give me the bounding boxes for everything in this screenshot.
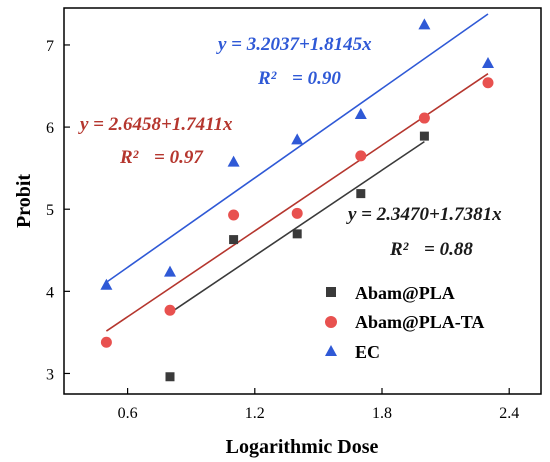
fit-line-abam-pla — [169, 140, 425, 314]
point-abam-pla-ta — [291, 207, 303, 219]
y-tick-label: 4 — [46, 284, 54, 301]
x-tick-label: 1.8 — [372, 405, 392, 422]
legend-label-ec: EC — [355, 342, 380, 362]
point-ec — [100, 278, 113, 290]
point-ec — [418, 18, 431, 30]
point-abam-pla — [229, 235, 239, 245]
point-abam-pla-ta — [355, 150, 367, 162]
point-abam-pla-ta — [418, 112, 430, 124]
point-ec — [482, 57, 494, 69]
y-axis-title: Probit — [13, 174, 35, 228]
data-points — [100, 18, 494, 382]
legend-label-abam-pla: Abam@PLA — [355, 283, 455, 303]
point-abam-pla — [356, 189, 366, 199]
pla-equation: y = 2.3470+1.7381x — [346, 204, 502, 225]
x-tick-label: 1.2 — [245, 405, 265, 422]
ec-r2: R² = 0.90 — [257, 68, 341, 89]
ec-r2-value: = 0.90 — [292, 68, 341, 89]
legend-marker-abam-pla-ta — [325, 316, 337, 328]
point-ec — [291, 133, 304, 145]
y-tick-label: 7 — [46, 38, 54, 55]
pla-ta-equation: y = 2.6458+1.7411x — [78, 114, 233, 135]
pla-ta-r2: R² = 0.97 — [119, 147, 204, 168]
legend-label-abam-pla-ta: Abam@PLA-TA — [355, 312, 484, 332]
ec-equation: y = 3.2037+1.8145x — [216, 34, 372, 55]
fit-line-ec — [105, 13, 489, 283]
legend: Abam@PLA Abam@PLA-TA EC — [325, 283, 484, 362]
x-tick-label: 2.4 — [499, 405, 519, 422]
point-abam-pla-ta — [164, 304, 176, 316]
y-tick-label: 5 — [46, 202, 54, 219]
pla-ta-r2-value: = 0.97 — [154, 147, 204, 168]
pla-r2: R² = 0.88 — [389, 239, 473, 260]
pla-r2-label: R² — [389, 239, 410, 260]
axis-ticks: 0.6 1.2 1.8 2.4 3 4 5 6 7 — [46, 38, 519, 422]
point-ec — [354, 107, 367, 119]
x-tick-label: 0.6 — [118, 405, 138, 422]
y-tick-label: 6 — [46, 120, 54, 137]
y-tick-label: 3 — [46, 366, 54, 383]
point-abam-pla-ta — [482, 77, 494, 89]
point-abam-pla — [419, 131, 429, 141]
legend-marker-ec — [325, 345, 337, 356]
point-ec — [164, 265, 176, 277]
pla-ta-r2-label: R² — [119, 147, 140, 168]
pla-r2-value: = 0.88 — [424, 239, 473, 260]
legend-marker-abam-pla — [326, 287, 336, 297]
ec-r2-label: R² — [257, 68, 278, 89]
plot-frame — [63, 7, 542, 395]
point-abam-pla-ta — [228, 209, 240, 221]
point-abam-pla-ta — [100, 336, 112, 348]
point-ec — [227, 155, 240, 167]
point-abam-pla — [292, 229, 302, 239]
point-abam-pla — [165, 372, 175, 382]
x-axis-title: Logarithmic Dose — [226, 436, 379, 458]
